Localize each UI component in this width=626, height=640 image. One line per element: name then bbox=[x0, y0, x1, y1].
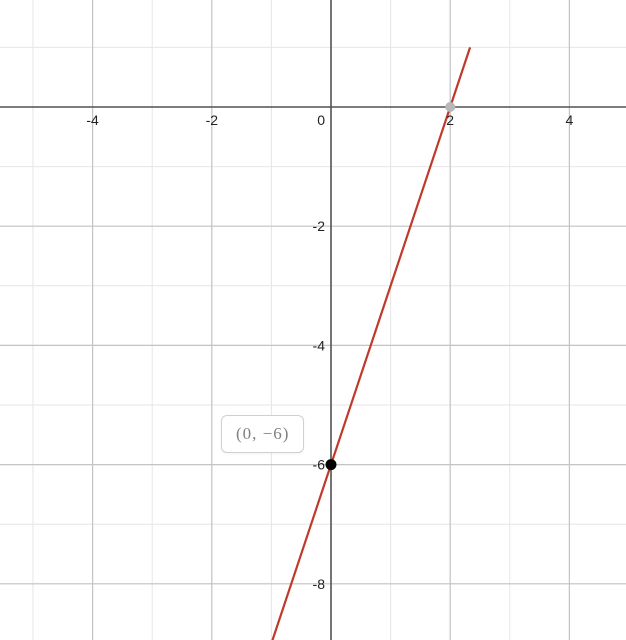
x-tick-label: -2 bbox=[206, 112, 219, 128]
x-intercept-marker bbox=[445, 102, 455, 112]
x-tick-label: 2 bbox=[446, 112, 454, 128]
chart-svg: -4 -2 0 2 4 -2 -4 -6 -8 bbox=[0, 0, 626, 640]
point-tooltip: (0, −6) bbox=[221, 415, 304, 453]
y-tick-label: -2 bbox=[313, 218, 326, 234]
x-tick-label: -4 bbox=[86, 112, 99, 128]
coordinate-plane: -4 -2 0 2 4 -2 -4 -6 -8 (0, −6) bbox=[0, 0, 626, 640]
highlight-point[interactable] bbox=[326, 459, 337, 470]
x-tick-label: 0 bbox=[317, 112, 325, 128]
y-tick-label: -8 bbox=[313, 576, 326, 592]
y-tick-label: -6 bbox=[313, 457, 326, 473]
x-tick-label: 4 bbox=[566, 112, 574, 128]
y-tick-label: -4 bbox=[313, 337, 326, 353]
chart-background bbox=[0, 0, 626, 640]
